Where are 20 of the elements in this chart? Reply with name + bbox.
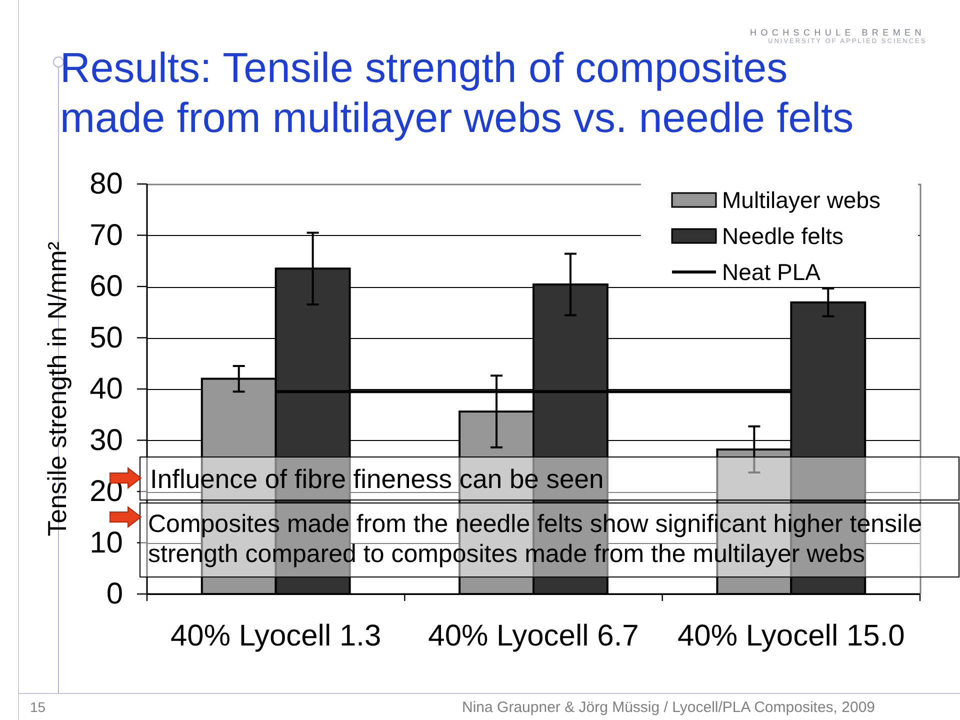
annotation: Influence of fibre fineness can be seen (150, 464, 604, 494)
y-tick-label: 10 (90, 526, 123, 560)
y-tick-label: 70 (90, 218, 123, 252)
legend-label: Neat PLA (722, 259, 822, 285)
y-tick-label: 60 (90, 270, 123, 304)
y-axis-title: Tensile strength in N/mm² (42, 241, 72, 536)
text: Nina Graupner & Jörg Müssig / Lyocell/PLA Composites, 2009 (462, 699, 875, 716)
legend-label: Needle felts (722, 223, 844, 249)
y-tick-label: 80 (90, 168, 123, 201)
legend-label: Multilayer webs (722, 187, 880, 213)
x-tick-label: 40% Lyocell 15.0 (677, 619, 905, 652)
chart-title: Results: Tensile strength of composites made from multilayer webs vs. needle felts (60, 44, 854, 141)
x-tick-label: 40% Lyocell 1.3 (170, 619, 382, 652)
y-tick-label: 50 (90, 321, 123, 354)
y-tick-label: 30 (90, 424, 123, 457)
y-tick-label: 40 (90, 372, 123, 406)
text: HOCHSCHULE BREMEN (750, 28, 926, 38)
text: 15 (30, 699, 46, 715)
y-tick-label: 0 (106, 578, 123, 611)
x-tick-label: 40% Lyocell 6.7 (428, 619, 639, 652)
